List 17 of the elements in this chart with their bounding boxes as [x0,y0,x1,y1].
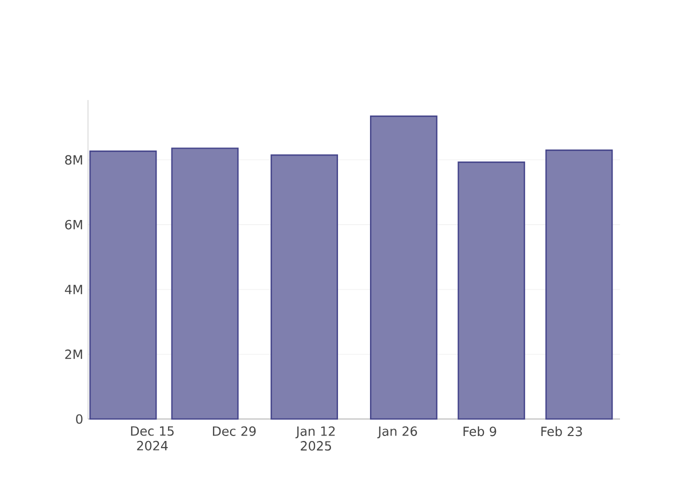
x-tick-label: Jan 12 2025 [295,426,335,451]
y-tick-label: 8M [65,155,82,165]
bar [270,154,338,420]
x-tick-label: Dec 29 [212,426,256,436]
x-tick-label: Jan 26 [377,426,417,438]
bar [458,162,526,420]
bar [545,150,613,420]
bar [89,150,157,420]
bar [370,116,438,420]
y-tick-label: 0 [76,414,82,424]
x-tick-label: Feb 23 [541,426,582,436]
y-tick-label: 6M [65,220,82,230]
bar [171,148,239,420]
y-tick-label: 2M [65,350,82,359]
x-tick-label: Dec 15 2024 [131,426,174,450]
y-tick-label: 4M [64,284,82,294]
x-tick-label: Feb 9 [464,426,496,436]
